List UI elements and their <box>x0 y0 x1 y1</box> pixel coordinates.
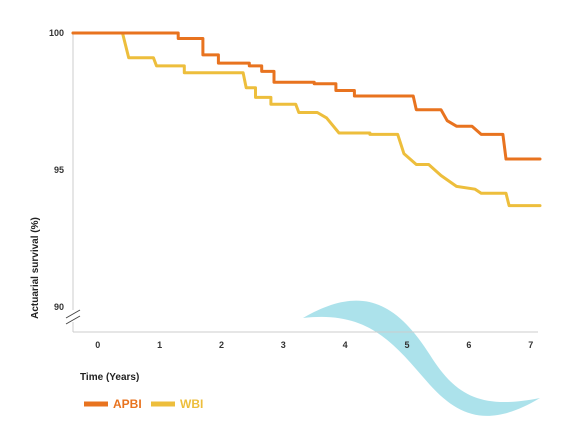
x-tick-labels: 0 1 2 3 4 5 6 7 <box>95 340 533 350</box>
series-layer <box>71 31 542 208</box>
x-tick-label-2: 2 <box>219 340 224 350</box>
x-tick-label-3: 3 <box>281 340 286 350</box>
y-axis-break <box>65 309 81 325</box>
series-line-apbi <box>71 31 542 161</box>
legend-label-apbi: APBI <box>113 397 142 411</box>
legend-label-wbi: WBI <box>180 397 203 411</box>
x-tick-label-1: 1 <box>157 340 162 350</box>
y-axis-title: Actuarial survival (%) <box>30 217 41 319</box>
y-tick-label-95: 95 <box>54 165 64 175</box>
y-tick-label-90: 90 <box>54 302 64 312</box>
x-axis-title: Time (Years) <box>80 372 139 383</box>
y-tick-label-100: 100 <box>49 28 64 38</box>
y-tick-labels: 90 95 100 <box>49 28 64 312</box>
series-line-wbi <box>71 31 542 208</box>
legend-item-wbi: WBI <box>151 397 203 411</box>
decorative-wave <box>303 300 540 416</box>
x-tick-label-0: 0 <box>95 340 100 350</box>
x-tick-label-6: 6 <box>466 340 471 350</box>
x-tick-label-7: 7 <box>528 340 533 350</box>
x-tick-label-4: 4 <box>343 340 348 350</box>
legend: APBI WBI <box>84 397 203 411</box>
legend-item-apbi: APBI <box>84 397 142 411</box>
x-tick-label-5: 5 <box>405 340 410 350</box>
